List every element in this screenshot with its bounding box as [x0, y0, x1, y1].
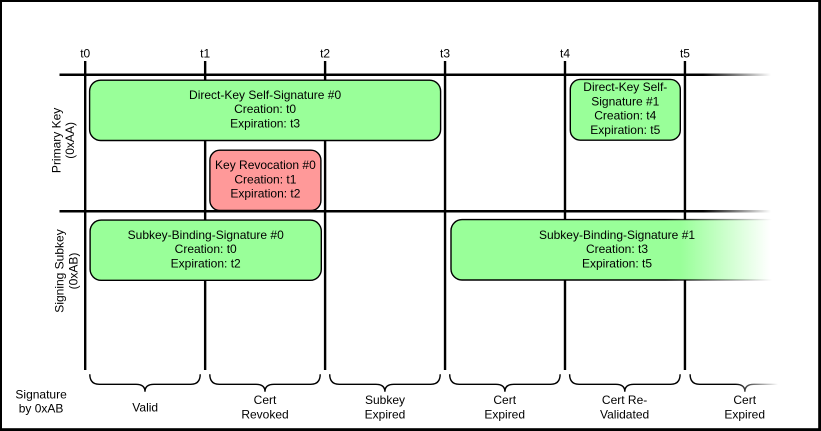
svg-text:Creation: t1: Creation: t1	[234, 172, 296, 186]
svg-text:Cert Re-: Cert Re-	[602, 393, 647, 407]
svg-text:Expired: Expired	[724, 407, 765, 421]
svg-text:Expiration: t5: Expiration: t5	[590, 123, 660, 137]
svg-text:Primary Key: Primary Key	[50, 108, 64, 173]
svg-text:Subkey-Binding-Signature #0: Subkey-Binding-Signature #0	[128, 228, 284, 242]
svg-text:Subkey-Binding-Signature #1: Subkey-Binding-Signature #1	[539, 228, 695, 242]
svg-text:Expiration: t5: Expiration: t5	[582, 256, 652, 270]
svg-text:t1: t1	[200, 47, 210, 61]
svg-text:Cert: Cert	[733, 393, 756, 407]
svg-text:Expired: Expired	[484, 407, 525, 421]
svg-text:Expiration: t2: Expiration: t2	[171, 256, 241, 270]
svg-text:Direct-Key Self-Signature #0: Direct-Key Self-Signature #0	[189, 88, 341, 102]
svg-text:Signature #1: Signature #1	[591, 94, 659, 108]
svg-text:t4: t4	[560, 47, 570, 61]
svg-text:Revoked: Revoked	[241, 407, 288, 421]
svg-text:Expiration: t2: Expiration: t2	[230, 187, 300, 201]
svg-text:Signature: Signature	[15, 387, 67, 401]
svg-text:Valid: Valid	[132, 401, 158, 415]
svg-text:Validated: Validated	[600, 407, 649, 421]
svg-text:Subkey: Subkey	[365, 393, 405, 407]
svg-text:Expired: Expired	[365, 407, 406, 421]
svg-text:t2: t2	[320, 47, 330, 61]
svg-text:Creation: t0: Creation: t0	[234, 102, 296, 116]
svg-text:Signing Subkey: Signing Subkey	[53, 229, 67, 312]
svg-text:Creation: t4: Creation: t4	[594, 109, 656, 123]
svg-text:t3: t3	[440, 47, 450, 61]
svg-text:(0xAB): (0xAB)	[66, 253, 80, 290]
svg-text:(0xAA): (0xAA)	[63, 122, 77, 159]
svg-text:Creation: t0: Creation: t0	[175, 242, 237, 256]
svg-text:by 0xAB: by 0xAB	[19, 401, 64, 415]
svg-text:Key Revocation #0: Key Revocation #0	[215, 158, 316, 172]
svg-text:t0: t0	[80, 47, 90, 61]
svg-text:Expiration: t3: Expiration: t3	[230, 116, 300, 130]
svg-text:Cert: Cert	[254, 393, 277, 407]
svg-text:Cert: Cert	[493, 393, 516, 407]
svg-text:t5: t5	[680, 47, 690, 61]
svg-text:Creation: t3: Creation: t3	[586, 242, 648, 256]
svg-text:Direct-Key Self-: Direct-Key Self-	[583, 80, 667, 94]
